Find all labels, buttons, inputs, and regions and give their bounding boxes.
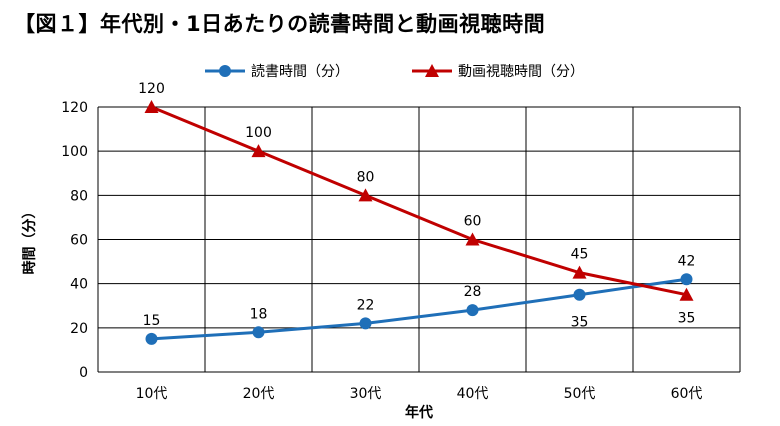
series-layer	[144, 100, 694, 345]
data-label: 28	[464, 284, 482, 300]
data-point	[358, 188, 373, 202]
data-label: 22	[357, 297, 375, 313]
data-label: 35	[678, 311, 696, 327]
data-label: 18	[250, 306, 268, 322]
data-label: 100	[245, 125, 272, 141]
y-tick-label: 20	[70, 321, 88, 337]
series-line	[151, 277, 687, 341]
legend-marker	[219, 65, 231, 77]
data-label: 45	[571, 247, 589, 263]
data-point	[252, 326, 265, 339]
data-point	[465, 232, 480, 246]
y-tick-label: 80	[70, 188, 88, 204]
y-tick-label: 40	[70, 277, 88, 293]
data-point	[144, 100, 159, 113]
x-tick-label: 30代	[350, 386, 382, 402]
data-labels: 15 18 22 28 35 42 120 100 80 60 45 35	[138, 81, 695, 331]
y-axis-title: 時間（分）	[21, 205, 38, 275]
data-point	[680, 273, 693, 286]
legend: 読書時間（分） 動画視聴時間（分）	[205, 63, 584, 80]
data-label: 35	[571, 315, 589, 331]
y-tick-label: 120	[61, 100, 88, 116]
legend-entry: 動画視聴時間（分）	[458, 64, 584, 80]
x-tick-label: 10代	[136, 386, 168, 402]
legend-entry: 読書時間（分）	[251, 63, 349, 80]
x-tick-label: 60代	[671, 386, 703, 402]
data-label: 60	[464, 214, 482, 230]
data-label: 42	[678, 253, 696, 269]
x-tick-label: 40代	[457, 386, 489, 402]
data-point	[573, 288, 586, 301]
x-tick-label: 20代	[243, 386, 275, 402]
data-label: 80	[357, 169, 375, 185]
data-point	[466, 304, 479, 317]
y-tick-label: 100	[61, 144, 88, 160]
data-point	[359, 317, 372, 330]
y-tick-label: 0	[79, 365, 88, 381]
series-line	[150, 105, 687, 297]
x-tick-label: 50代	[564, 386, 596, 402]
data-point	[572, 265, 587, 279]
data-label: 120	[138, 81, 165, 97]
y-tick-label: 60	[70, 233, 88, 249]
data-point	[145, 332, 158, 345]
data-point	[679, 287, 694, 301]
legend-marker	[425, 64, 439, 77]
x-axis-title: 年代	[405, 404, 433, 421]
grid	[97, 106, 741, 373]
data-label: 15	[143, 313, 161, 329]
axes: 0 20 40 60 80 100 120 10代 20代 30代 40代 50代 60代	[61, 100, 702, 402]
chart-title: 【図１】年代別・1日あたりの読書時間と動画視聴時間	[14, 12, 546, 36]
data-point	[251, 144, 266, 158]
